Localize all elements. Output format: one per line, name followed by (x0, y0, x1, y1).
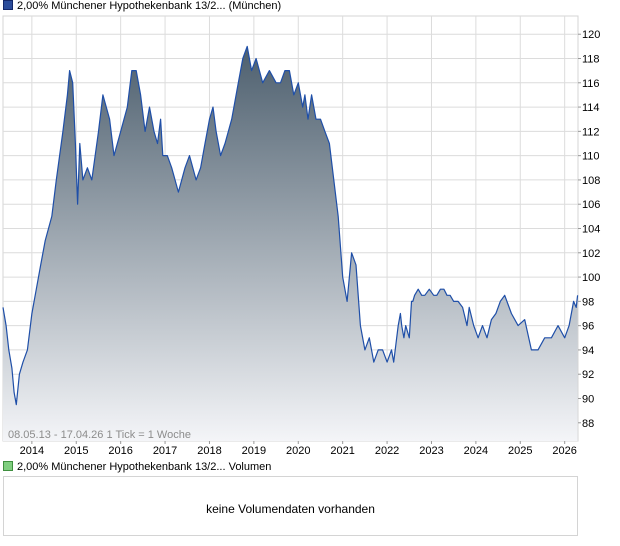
x-tick-label: 2015 (64, 445, 88, 457)
price-area (3, 46, 578, 442)
x-tick-label: 2018 (197, 445, 221, 457)
y-tick-label: 98 (582, 296, 594, 308)
y-tick-label: 88 (582, 418, 594, 430)
y-tick-label: 94 (582, 345, 594, 357)
y-tick-label: 106 (582, 199, 600, 211)
y-tick-label: 114 (582, 102, 600, 114)
volume-panel: keine Volumendaten vorhanden (3, 476, 578, 536)
y-tick-label: 90 (582, 394, 594, 406)
x-tick-label: 2024 (464, 445, 488, 457)
price-line (2, 45, 579, 406)
y-tick-label: 100 (582, 272, 600, 284)
x-tick-label: 2026 (552, 445, 576, 457)
volume-legend: 2,00% Münchener Hypothekenbank 13/2... V… (3, 461, 271, 474)
x-tick-label: 2021 (330, 445, 354, 457)
volume-empty-message: keine Volumendaten vorhanden (206, 502, 375, 516)
y-tick-label: 92 (582, 369, 594, 381)
x-tick-label: 2022 (375, 445, 399, 457)
x-tick-label: 2016 (108, 445, 132, 457)
y-tick-label: 116 (582, 78, 600, 90)
volume-legend-label: 2,00% Münchener Hypothekenbank 13/2... V… (17, 461, 272, 473)
range-label: 08.05.13 - 17.04.26 1 Tick = 1 Woche (8, 429, 191, 441)
price-legend: 2,00% Münchener Hypothekenbank 13/2... (… (3, 0, 281, 13)
x-tick-label: 2017 (153, 445, 177, 457)
y-tick-label: 118 (582, 54, 600, 66)
y-tick-label: 110 (582, 151, 600, 163)
x-tick-label: 2014 (20, 445, 44, 457)
price-chart: 88 90 92 94 96 98 100 102 104 106 108 110 112 114 116 1… (2, 15, 600, 457)
y-tick-label: 102 (582, 248, 600, 260)
y-tick-label: 104 (582, 224, 600, 236)
x-tick-label: 2023 (419, 445, 443, 457)
y-tick-label: 108 (582, 175, 600, 187)
y-tick-label: 112 (582, 126, 600, 138)
price-legend-swatch (3, 0, 13, 10)
y-tick-label: 120 (582, 29, 600, 41)
x-tick-label: 2025 (508, 445, 532, 457)
x-tick-label: 2019 (242, 445, 266, 457)
price-legend-label: 2,00% Münchener Hypothekenbank 13/2... (… (17, 0, 282, 12)
x-tick-label: 2020 (286, 445, 310, 457)
volume-legend-swatch (3, 461, 13, 471)
y-tick-label: 96 (582, 321, 594, 333)
